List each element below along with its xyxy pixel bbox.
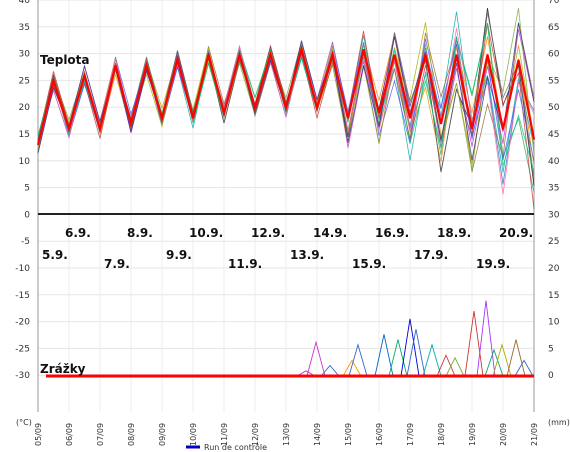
ensemble-precip-spike	[445, 356, 465, 377]
ensemble-precip-spike	[320, 364, 340, 377]
left-axis-ticks: 40 35 30 25 20 15 10 5 0 -5 -10 -15 -20 -25 -30	[15, 0, 30, 381]
left-tick-label: -10	[15, 264, 30, 274]
x-tick-label: 05/09	[34, 423, 43, 446]
ensemble-precip-spike	[464, 310, 484, 377]
date-label-upper: 12.9.	[251, 226, 285, 240]
right-tick-label: 70	[548, 0, 560, 6]
x-tick-label: 20/09	[499, 423, 508, 446]
left-tick-label: 5	[24, 184, 30, 194]
ensemble-precip-spike	[374, 334, 394, 377]
date-label-lower: 5.9.	[42, 248, 68, 262]
ensemble-precip-spike	[342, 359, 362, 377]
x-tick-label: 09/09	[158, 423, 167, 446]
right-tick-label: 30	[548, 210, 560, 220]
right-tick-label: 45	[548, 130, 559, 140]
x-tick-label: 17/09	[406, 423, 415, 446]
temperature-panel-label: Teplota	[40, 53, 90, 67]
right-tick-label: 10	[548, 318, 560, 328]
ensemble-precip-spike	[422, 343, 442, 377]
x-tick-label: 10/09	[189, 423, 198, 446]
left-tick-label: 40	[19, 0, 31, 6]
date-label-upper: 6.9.	[65, 226, 91, 240]
precipitation-panel-label: Zrážky	[40, 362, 86, 376]
date-label-lower: 17.9.	[414, 248, 448, 262]
right-tick-label: 35	[548, 184, 559, 194]
left-unit-label: (°C)	[16, 418, 32, 427]
date-label-lower: 19.9.	[476, 257, 510, 271]
x-axis-ticks: 05/09 06/09 07/09 08/09 09/09 10/09 11/09 12/09…	[34, 423, 539, 446]
ensemble-precip-spike	[296, 370, 316, 377]
ensemble-precip-spike	[476, 300, 496, 377]
ensemble-precip-spike	[348, 343, 368, 377]
ensemble-precip-spike	[400, 318, 420, 377]
left-tick-label: 15	[19, 130, 30, 140]
x-tick-label: 18/09	[437, 423, 446, 446]
x-tick-label: 13/09	[282, 423, 291, 446]
date-label-lower: 7.9.	[104, 257, 130, 271]
legend-label: Run de contrôle	[204, 442, 267, 452]
date-label-upper: 16.9.	[375, 226, 409, 240]
ensemble-precip-spike	[436, 354, 456, 377]
left-tick-label: 0	[24, 210, 30, 220]
left-tick-label: -25	[15, 344, 30, 354]
date-label-upper: 14.9.	[313, 226, 347, 240]
date-label-lower: 9.9.	[166, 248, 192, 262]
control-temperature-line	[36, 45, 536, 146]
left-tick-label: 25	[19, 76, 30, 86]
left-tick-label: -20	[15, 318, 30, 328]
right-tick-label: 0	[548, 371, 554, 381]
left-tick-label: 35	[19, 23, 30, 33]
ensemble-precip-spike	[492, 343, 512, 377]
left-tick-label: -15	[15, 291, 30, 301]
x-tick-label: 11/09	[220, 423, 229, 446]
ensemble-precip-spike	[484, 348, 504, 377]
control-temp-line	[36, 45, 536, 146]
right-tick-label: 5	[548, 344, 554, 354]
date-label-upper: 20.9.	[499, 226, 533, 240]
x-tick-label: 07/09	[96, 423, 105, 446]
ensemble-precip-spike	[306, 340, 326, 377]
x-tick-label: 08/09	[127, 423, 136, 446]
x-tick-label: 12/09	[251, 423, 260, 446]
ensemble-precip-spike	[388, 339, 408, 377]
x-tick-label: 15/09	[344, 423, 353, 446]
left-tick-label: 30	[19, 50, 31, 60]
right-tick-label: 55	[548, 76, 559, 86]
left-tick-label: 10	[19, 157, 31, 167]
x-tick-label: 21/09	[530, 423, 539, 446]
right-unit-label: (mm)	[548, 418, 570, 427]
date-label-upper: 8.9.	[127, 226, 153, 240]
right-tick-label: 20	[548, 264, 560, 274]
right-tick-label: 50	[548, 103, 560, 113]
ensemble-precipitation-lines	[296, 300, 534, 377]
right-tick-label: 40	[548, 157, 560, 167]
left-tick-label: -5	[21, 237, 30, 247]
date-label-lower: 15.9.	[352, 257, 386, 271]
date-label-lower: 13.9.	[290, 248, 324, 262]
right-tick-label: 65	[548, 23, 559, 33]
x-tick-label: 16/09	[375, 423, 384, 446]
right-tick-label: 60	[548, 50, 560, 60]
right-tick-label: 15	[548, 291, 559, 301]
x-tick-label: 14/09	[313, 423, 322, 446]
ensemble-precip-spike	[514, 359, 534, 377]
date-label-lower: 11.9.	[228, 257, 262, 271]
ensemble-precip-spike	[406, 329, 426, 377]
left-tick-label: 20	[19, 103, 31, 113]
day-labels: 6.9. 8.9. 10.9. 12.9. 14.9. 16.9. 18.9. 20.9. 5.…	[42, 226, 533, 271]
x-tick-label: 19/09	[468, 423, 477, 446]
left-tick-label: -30	[15, 371, 30, 381]
date-label-upper: 10.9.	[189, 226, 223, 240]
x-tick-label: 06/09	[65, 423, 74, 446]
right-tick-label: 25	[548, 237, 559, 247]
date-label-upper: 18.9.	[437, 226, 471, 240]
